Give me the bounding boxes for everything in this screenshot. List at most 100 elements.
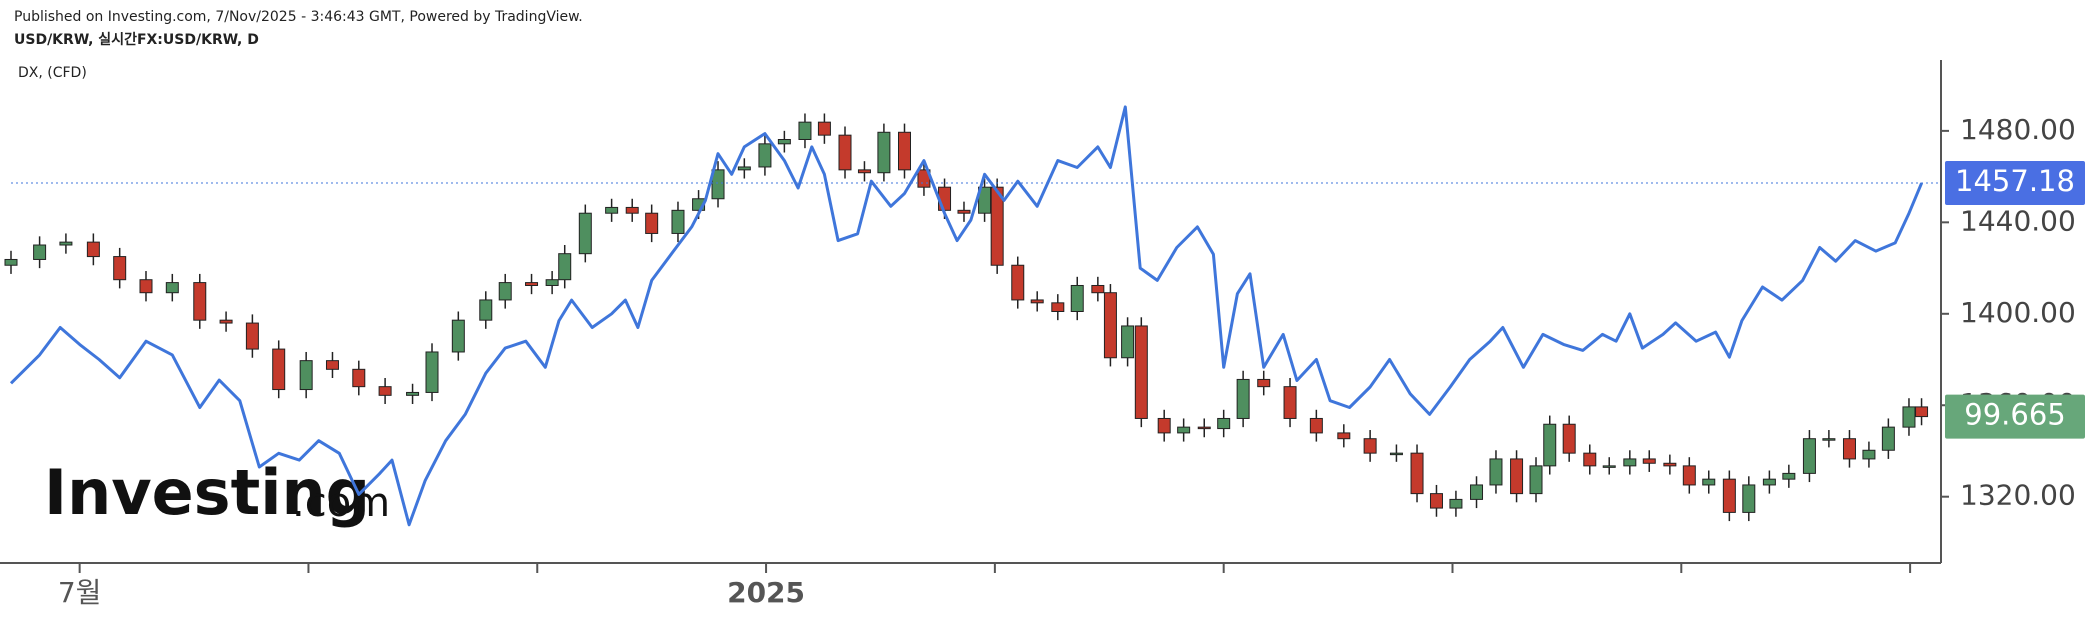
candle-body [1217,417,1231,430]
candle-body [33,244,47,260]
y-tick-label: 1400.00 [1960,296,2076,329]
candle-body [1363,438,1377,454]
candle-body [957,209,971,214]
candle-body [838,134,852,171]
candle-body [1902,406,1916,428]
candle-body [406,391,420,396]
candle-body [219,319,233,324]
candle-body [245,322,259,350]
candle-body [1881,426,1895,451]
candle-body [479,299,493,321]
published-note: Published on Investing.com, 7/Nov/2025 -… [14,9,583,25]
candle-body [990,186,1004,266]
candle-body [758,143,772,168]
candle-body [451,319,465,353]
candle-body [1663,462,1677,467]
candle-body [1410,452,1424,495]
candle-body [378,386,392,396]
x-tick-label: 2025 [727,576,805,609]
candles [4,113,1929,522]
candle-body [578,212,592,255]
candle-body [1309,417,1323,434]
candle-body [193,282,207,321]
candle-body [425,351,439,393]
candle-body [1623,458,1637,467]
main-symbol: USD/KRW, 실시간FX:USD/KRW, D [14,31,259,48]
candle-body [1257,378,1271,388]
candle-body [1842,438,1856,460]
candle-body [877,131,891,174]
candle-body [1642,458,1656,464]
candle-body [352,368,366,388]
candle-body [1543,423,1557,467]
watermark-suffix: .com [292,480,390,526]
candle-body [299,360,313,391]
candle-body [737,166,751,171]
candle-body [1103,292,1117,359]
candle-body [1011,264,1025,301]
candle-body [645,212,659,234]
candle-body [1337,432,1351,440]
candle-body [4,258,18,266]
candle-body [1762,478,1776,486]
candle-body [711,169,725,200]
candle-body [625,206,639,214]
candle-body [1782,472,1796,480]
candle-body [59,241,73,246]
candle-body [777,138,791,145]
candle-body [1529,465,1543,495]
candle-body [1682,465,1696,486]
candle-body [1051,302,1065,312]
last-price-tag [1945,161,2085,206]
x-tick-label: 7월 [58,576,102,609]
candle-body [1822,438,1836,441]
candle-body [978,186,992,214]
candle-body [817,121,831,136]
candle-body [545,279,559,286]
candle-body [1802,438,1816,474]
price-line [9,105,1923,527]
y-tick-label: 1480.00 [1960,113,2076,146]
candle-body [1030,299,1044,304]
candle-body [272,348,286,391]
candle-body [1583,452,1597,467]
candle-body [498,282,512,301]
candle-body [86,241,100,258]
last-price-label: 1457.18 [1955,164,2075,198]
candle-body [165,282,179,294]
candle-body [605,206,619,214]
candle-body [1602,465,1616,468]
candle-body [1134,325,1148,419]
candle-body [325,360,339,370]
candle-body [1091,284,1105,294]
candle-body [857,169,871,174]
candle-body [1449,498,1463,509]
candle-body [1915,406,1929,418]
candle-body [1236,378,1250,419]
candle-body [798,121,812,140]
candle-body [1157,417,1171,434]
candle-body [1197,426,1211,430]
candle-body [1429,493,1443,509]
candle-body [1742,484,1756,513]
y-tick-label: 1320.00 [1960,479,2076,512]
candle-body [1862,449,1876,460]
candle-body [139,279,153,294]
y-tick-label: 1440.00 [1960,204,2076,237]
candle-body [671,209,685,234]
candle-body [525,282,539,286]
candle-body [1562,423,1576,454]
candle-body [897,131,911,171]
last-price-tag [1945,394,2085,439]
candle-body [1389,452,1403,456]
candle-body [1489,458,1503,486]
candle-body [1070,284,1084,312]
candle-body [558,253,572,281]
candle-body [1283,386,1297,419]
candle-body [113,256,127,281]
candle-body [1702,478,1716,486]
watermark: Investing [44,456,370,529]
overlay-symbol: DX, (CFD) [18,65,87,81]
